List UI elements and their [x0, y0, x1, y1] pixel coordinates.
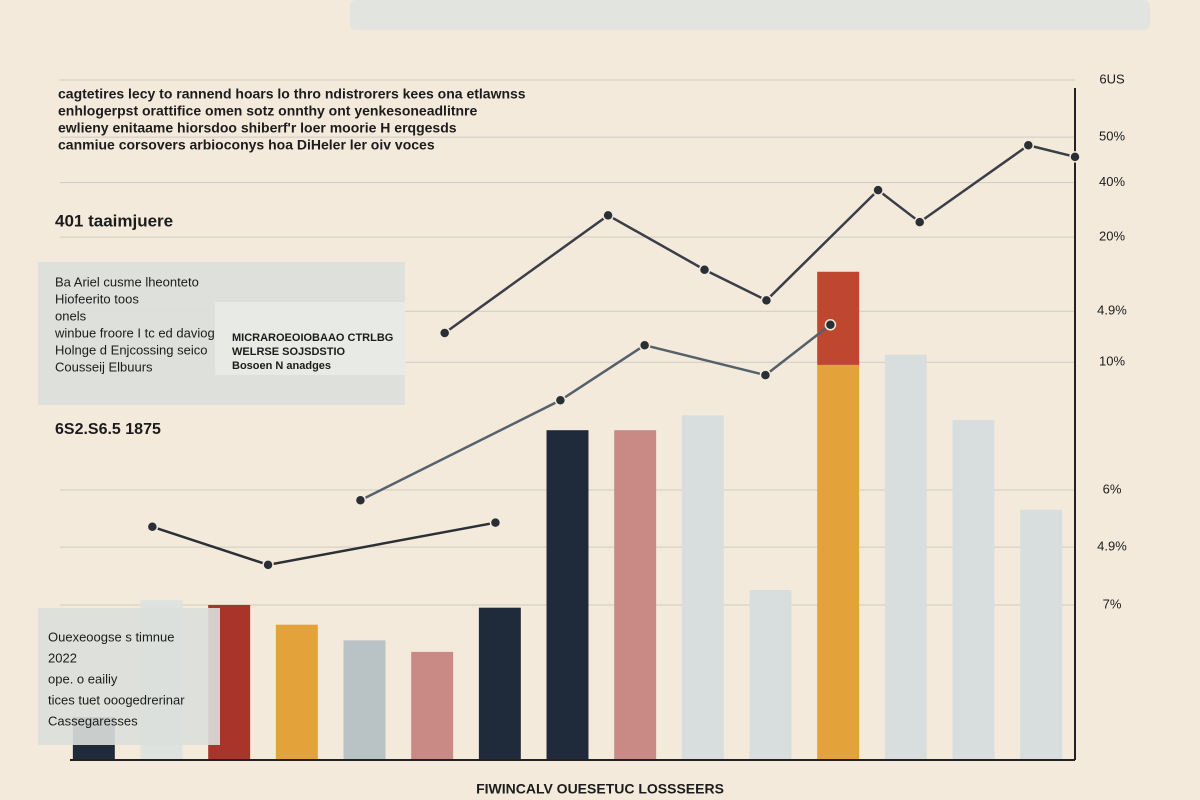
- bar-segment: [817, 271, 860, 365]
- line-marker: [872, 184, 884, 196]
- line-marker: [824, 319, 837, 331]
- line-marker: [760, 294, 773, 307]
- line: [443, 143, 1076, 334]
- annotation: 401 taaimjuere: [55, 211, 173, 230]
- bar: [884, 354, 927, 760]
- note-inner-box: [215, 302, 405, 375]
- line-marker: [554, 394, 567, 407]
- annotation: 2022: [48, 650, 77, 665]
- y-tick-label: 40%: [1099, 174, 1125, 189]
- bar: [749, 590, 792, 760]
- bar: [478, 607, 521, 760]
- annotation: Cassegaresses: [48, 713, 138, 728]
- line-marker: [638, 339, 651, 351]
- annotation: Bosoen N anadges: [232, 360, 331, 372]
- line-marker: [1069, 151, 1081, 163]
- top-banner: [350, 0, 1150, 30]
- bar: [411, 651, 454, 760]
- line-marker: [698, 263, 711, 276]
- y-tick-label: 7%: [1103, 596, 1122, 611]
- bar: [952, 420, 995, 760]
- annotation: canmiue corsovers arbioconys hoa DiHeler…: [58, 137, 435, 153]
- y-tick-label: 50%: [1099, 129, 1125, 144]
- line-marker: [489, 516, 502, 529]
- line: [151, 521, 496, 567]
- line-marker: [262, 559, 274, 571]
- bar: [343, 640, 386, 760]
- annotation: tices tuet ooogedrerinar: [48, 692, 185, 707]
- annotation: Cousseij Elbuurs: [55, 359, 153, 374]
- line-marker: [913, 216, 926, 228]
- line-marker: [354, 494, 367, 506]
- annotation: enhlogerpst orattifice omen sotz onnthy …: [58, 103, 477, 119]
- bar: [681, 415, 724, 760]
- annotation: onels: [55, 308, 87, 323]
- bar: [817, 364, 860, 760]
- line-marker: [602, 209, 614, 222]
- y-tick-label: 6%: [1103, 481, 1122, 496]
- annotation: 6S2.S6.5 1875: [55, 421, 161, 438]
- annotation: winbue froore I tc ed daviog: [54, 325, 215, 340]
- annotation: MICRAROEOIOBAAO CTRLBG: [232, 332, 393, 344]
- annotation: Holnge d Enjcossing seico: [55, 342, 207, 357]
- annotation: cagtetires lecy to rannend hoars lo thro…: [58, 86, 526, 102]
- line-marker: [759, 369, 772, 381]
- annotation: WELRSE SOJSDSTIO: [232, 346, 346, 358]
- y-tick-label: 20%: [1099, 229, 1125, 244]
- annotation: ope. o eailiy: [48, 671, 118, 686]
- legend-box: [38, 608, 220, 745]
- line-marker: [1022, 139, 1035, 152]
- y-tick-label: 10%: [1099, 354, 1125, 369]
- annotation: Ouexeoogse s timnue: [48, 629, 174, 644]
- y-tick-label: 4.9%: [1097, 303, 1127, 318]
- bar: [1020, 509, 1063, 760]
- line: [359, 323, 832, 502]
- chart-title: FIWINCALV OUESETUC LOSSSEERS: [476, 781, 724, 797]
- annotation: Ba Ariel cusme lheonteto: [55, 274, 199, 289]
- annotation: Hiofeerito toos: [55, 291, 139, 306]
- annotation: ewlieny enitaame hiorsdoo shiberf'r loer…: [58, 120, 457, 136]
- bar: [614, 430, 657, 760]
- y-tick-label: 4.9%: [1097, 539, 1127, 554]
- line-marker: [146, 521, 159, 533]
- bar: [546, 430, 589, 760]
- y-tick-label: 6US: [1099, 71, 1125, 86]
- line-marker: [438, 327, 451, 339]
- bar: [275, 624, 318, 760]
